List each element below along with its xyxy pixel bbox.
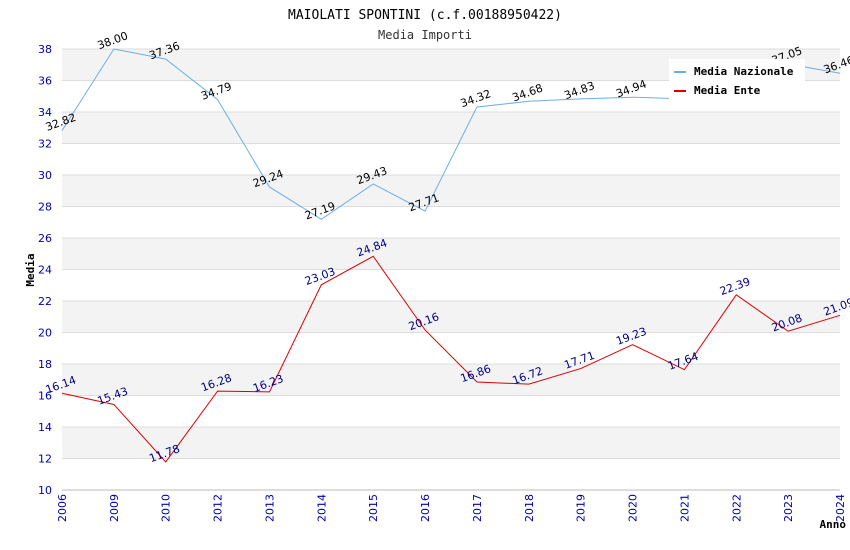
x-tick-label: 2020 [627,494,640,522]
x-tick-label: 2017 [471,494,484,522]
y-tick-label: 36 [38,75,52,88]
grid-band [62,206,840,238]
grid-band [62,301,840,333]
chart-subtitle: Media Importi [378,28,472,42]
x-tick-label: 2022 [730,494,743,522]
y-tick-label: 16 [38,390,52,403]
grid-band [62,175,840,207]
y-tick-label: 38 [38,43,52,56]
x-tick-label: 2009 [108,494,121,522]
y-tick-label: 28 [38,201,52,214]
grid-bands [62,49,840,490]
x-tick-label: 2018 [523,494,536,522]
grid-band [62,395,840,427]
chart-title: MAIOLATI SPONTINI (c.f.00188950422) [288,8,562,23]
x-tick-label: 2016 [419,494,432,522]
y-tick-label: 32 [38,138,52,151]
legend: Media Nazionale Media Ente [669,59,805,101]
legend-entry-media-nazionale: Media Nazionale [694,65,794,78]
x-tick-label: 2024 [834,494,847,522]
grid-band [62,427,840,459]
x-tick-label: 2006 [56,494,69,522]
x-tick-label: 2021 [678,494,691,522]
x-tick-label: 2015 [367,494,380,522]
y-tick-label: 12 [38,453,52,466]
y-tick-label: 14 [38,421,52,434]
grid-lines [62,48,840,491]
y-tick-label: 10 [38,484,52,497]
grid-band [62,112,840,144]
grid-band [62,458,840,490]
x-tick-label: 2019 [575,494,588,522]
legend-box [669,59,805,101]
y-tick-label: 22 [38,295,52,308]
y-tick-labels: 10 12 14 16 18 20 22 24 26 28 30 32 34 36 38 [38,43,52,497]
x-tick-label: 2010 [160,494,173,522]
x-tick-label: 2014 [315,494,328,522]
legend-entry-media-ente: Media Ente [694,84,761,97]
x-tick-label: 2013 [263,494,276,522]
grid-band [62,332,840,364]
x-tick-label: 2023 [782,494,795,522]
x-tick-labels: 2006 2009 2010 2012 2013 2014 2015 2016 2017 2018… [56,494,847,522]
grid-band [62,364,840,396]
series-line-media-ente [61,255,841,463]
y-tick-label: 18 [38,358,52,371]
y-tick-label: 26 [38,232,52,245]
y-tick-label: 20 [38,327,52,340]
grid-band [62,269,840,301]
x-tick-label: 2012 [212,494,225,522]
y-tick-label: 30 [38,169,52,182]
y-axis-label: Media [24,253,37,286]
y-tick-label: 34 [38,106,52,119]
grid-band [62,238,840,270]
x-axis-label: Anno [820,518,847,531]
y-tick-label: 24 [38,264,52,277]
